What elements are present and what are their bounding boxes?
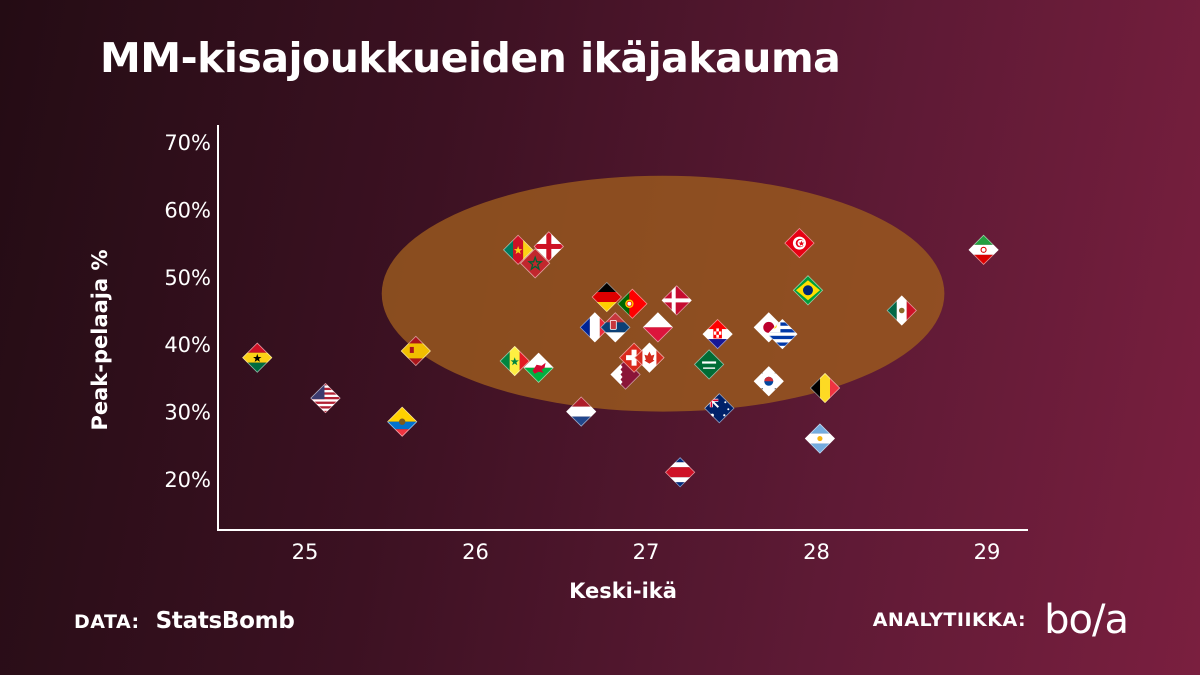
data-point-cameroon-flag-icon [502,234,534,266]
y-tick-label: 40% [164,333,211,357]
data-point-netherlands-flag-icon [566,396,597,427]
y-tick-label: 60% [164,198,211,222]
data-point-spain-flag-icon [400,335,431,367]
x-tick-label: 28 [803,540,830,564]
x-tick-label: 26 [462,540,489,564]
highlight-ellipse [381,175,945,412]
data-point-argentina-flag-icon [804,423,836,454]
bola-logo: bo/a [1044,597,1129,643]
x-tick-label: 27 [633,540,660,564]
y-tick-label: 50% [164,266,211,290]
data-point-belgium-flag-icon [809,372,841,404]
data-point-costa-rica-flag-icon [664,457,696,488]
y-axis-label: Peak-pelaaja % [88,249,112,430]
chart-title: MM-kisajoukkueiden ikäjakauma [100,34,841,82]
data-source: StatsBomb [155,608,295,634]
data-point-ghana-flag-icon [242,342,273,373]
data-label: DATA: [74,611,140,633]
data-point-croatia-flag-icon [702,318,733,350]
axes: 20% 30% 40% 50% 60% 70% 25 26 27 28 29 Keski-ikä Pea… [88,125,1028,603]
y-tick-label: 30% [164,401,211,425]
data-point-iran-flag-icon [968,234,999,266]
data-credit: DATA: StatsBomb [74,608,295,634]
data-point-usa-flag-icon [310,382,341,414]
analytics-label: ANALYTIIKKA: [872,609,1027,631]
x-tick-label: 29 [974,540,1001,564]
x-axis-label: Keski-ikä [569,579,677,603]
x-tick-label: 25 [292,540,319,564]
data-point-senegal-flag-icon [499,345,530,377]
data-point-germany-flag-icon [591,281,622,313]
data-point-mexico-flag-icon [886,295,917,326]
data-point-ecuador-flag-icon [387,406,418,437]
data-point-serbia-flag-icon [600,312,631,343]
y-tick-label: 70% [164,131,211,155]
highlight-layer [381,175,945,412]
analytics-credit: ANALYTIIKKA: bo/a [872,597,1129,643]
y-tick-label: 20% [164,468,211,492]
